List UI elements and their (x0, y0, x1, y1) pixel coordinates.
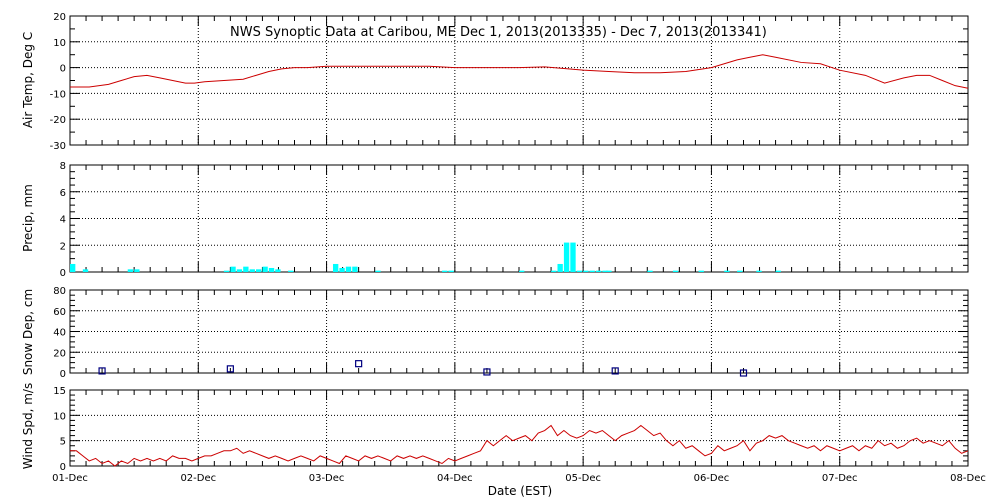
x-tick-label: 04-Dec (437, 473, 473, 484)
panel-precip: 0 2 4 6 8 (60, 161, 969, 279)
precip-bar (724, 270, 730, 272)
precip-bar (557, 263, 563, 272)
y-tick-label: 10 (53, 38, 66, 49)
panel-snow-depth: 0 20 40 60 80 (53, 286, 969, 380)
precip-bar (551, 270, 557, 272)
precip-bar (134, 269, 140, 272)
x-tick-label: 05-Dec (565, 473, 601, 484)
snow-depth-point (483, 368, 491, 376)
precip-bar (352, 266, 358, 272)
y-tick-label: 2 (60, 241, 66, 252)
y-tick-label: 20 (53, 12, 66, 23)
y-tick-label: 0 (60, 462, 66, 473)
xlabel: Date (EST) (488, 484, 552, 498)
precip-bar (756, 270, 762, 272)
precip-bar (737, 270, 743, 272)
precip-bar (275, 269, 281, 272)
y-tick-label: -20 (50, 115, 66, 126)
precip-bar (345, 266, 352, 272)
precip-bar (243, 266, 249, 272)
panel-frame (69, 389, 969, 467)
precip-bar (288, 270, 294, 272)
precip-bar (647, 270, 653, 272)
snow-depth-point (739, 369, 748, 377)
x-tick-label: 02-Dec (180, 473, 216, 484)
panel-air-temp: -30 -20 -10 0 10 20 (50, 12, 969, 152)
precip-bar (563, 242, 570, 272)
snow-depth-point (226, 365, 234, 373)
ylabel-air-temp: Air Temp, Deg C (21, 32, 35, 128)
precip-bar (519, 270, 525, 272)
y-tick-label: 40 (53, 328, 66, 339)
x-tick-label: 07-Dec (822, 473, 858, 484)
precip-bar (602, 270, 608, 272)
series-line (70, 54, 969, 89)
y-tick-label: 4 (60, 215, 66, 226)
x-tick-label: 01-Dec (52, 473, 88, 484)
series-line (70, 424, 969, 467)
precip-bar (230, 266, 236, 272)
y-tick-label: 60 (53, 307, 66, 318)
precip-bar (576, 270, 583, 272)
ylabel-precip: Precip, mm (21, 184, 35, 252)
y-tick-label: 0 (60, 369, 66, 380)
precip-bar (82, 269, 89, 272)
y-tick-label: 8 (60, 161, 66, 172)
panel-wind-speed: 0 5 10 15 (53, 386, 969, 473)
precip-bar (223, 270, 230, 272)
ylabel-wind-speed: Wind Spd, m/s (21, 383, 35, 469)
precip-bar (332, 263, 339, 272)
x-tick-label: 06-Dec (694, 473, 730, 484)
precip-bar (375, 270, 381, 272)
y-tick-label: 20 (53, 348, 66, 359)
precip-bar (262, 266, 268, 272)
snow-depth-point (98, 367, 106, 375)
precip-bar (606, 270, 612, 272)
snow-depth-point (611, 367, 619, 375)
x-tick-label: 08-Dec (950, 473, 986, 484)
precip-bar (448, 270, 454, 272)
y-tick-label: 0 (60, 268, 66, 279)
y-tick-label: 0 (60, 64, 66, 75)
y-tick-label: 15 (53, 386, 66, 397)
precip-bar (583, 270, 589, 272)
y-tick-label: 6 (60, 188, 66, 199)
y-tick-label: 10 (53, 411, 66, 422)
y-tick-label: -30 (50, 141, 66, 152)
precip-bar (595, 270, 602, 272)
precip-bar (249, 269, 255, 272)
precip-bar (672, 270, 679, 272)
y-tick-label: 5 (60, 437, 66, 448)
precip-bar (570, 242, 576, 272)
precip-bar (775, 270, 781, 272)
ylabel-snow-depth: Snow Dep, cm (21, 289, 35, 375)
precip-bar (70, 263, 76, 272)
panel-frame (69, 164, 969, 273)
precip-bar (698, 270, 704, 272)
snow-depth-point (355, 360, 363, 368)
chart-title: NWS Synoptic Data at Caribou, ME Dec 1, … (230, 25, 767, 40)
precip-bar (339, 267, 345, 272)
precip-bar (256, 269, 262, 272)
precip-bar (268, 267, 275, 272)
precip-bar (236, 269, 243, 272)
y-tick-label: 80 (53, 286, 66, 297)
precip-bar (127, 269, 134, 272)
y-tick-label: -10 (50, 89, 66, 100)
precip-bar (442, 270, 448, 272)
precip-bar (589, 270, 595, 272)
x-tick-label: 03-Dec (309, 473, 345, 484)
panel-frame (69, 289, 969, 374)
